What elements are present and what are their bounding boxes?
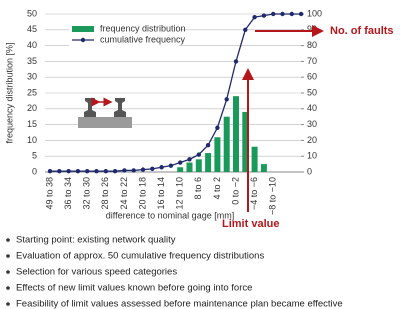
point <box>66 169 71 174</box>
point <box>215 125 220 130</box>
point <box>140 167 146 172</box>
point <box>178 160 183 165</box>
x-tick-label: 0 to −2 <box>230 177 240 205</box>
legend-swatch <box>80 37 86 43</box>
bar <box>195 159 202 172</box>
y2-tick-label: 30 <box>307 119 317 129</box>
point <box>205 142 211 148</box>
x-tick-label: 28 to 26 <box>100 177 110 210</box>
y-tick-label: 0 <box>32 166 37 176</box>
x-tick-label: 8 to 6 <box>193 177 203 200</box>
point <box>47 169 53 174</box>
y-tick-label: 15 <box>27 119 37 129</box>
annotation: Limit value <box>222 218 279 230</box>
bullet-text: Starting point: existing network quality <box>16 235 176 246</box>
point <box>243 27 248 32</box>
x-tick-label: 16 to 14 <box>156 177 166 210</box>
bar <box>186 162 193 172</box>
bullet-dot <box>6 286 10 290</box>
line <box>50 13 302 172</box>
point <box>159 165 164 170</box>
point <box>261 13 267 18</box>
bullet-dot <box>6 238 10 242</box>
point <box>224 97 229 102</box>
point <box>168 163 174 168</box>
y-tick-label: 45 <box>27 24 37 34</box>
bullet-text: Evaluation of approx. 50 cumulative freq… <box>16 251 264 262</box>
bar <box>242 111 249 172</box>
x-tick-label: 36 to 34 <box>63 177 73 210</box>
bar <box>214 137 221 172</box>
x-tick-label: 49 to 38 <box>44 177 54 210</box>
point <box>289 11 294 17</box>
y2-tick-label: 50 <box>307 87 317 97</box>
bullet-dot <box>6 302 10 306</box>
point <box>252 14 257 20</box>
y-tick-label: 5 <box>32 151 37 161</box>
point <box>187 157 192 162</box>
point <box>94 169 99 174</box>
bar <box>177 167 184 172</box>
y-tick-label: 50 <box>27 8 37 18</box>
point <box>298 11 304 17</box>
y-tick-label: 40 <box>27 40 37 50</box>
annotation: No. of faults <box>330 25 394 37</box>
legend-label: frequency distribution <box>100 23 186 33</box>
x-tick-label: −8 to −10 <box>268 177 278 215</box>
plot: 0 5 10 15 20 25 30 35 40 45 50 0 10 20 30 40 50 60 70 80 90 1… <box>27 8 322 215</box>
y2-tick-label: 100 <box>307 8 322 18</box>
bullet-text: Feasibility of limit values assessed bef… <box>16 299 343 309</box>
y2-tick-label: 90 <box>307 24 317 34</box>
bar <box>233 96 239 172</box>
x-tick-label: 24 to 22 <box>119 177 129 210</box>
point <box>103 169 109 174</box>
point <box>122 168 127 173</box>
x-axis-label: difference to nominal gage [mm] <box>106 210 234 220</box>
point <box>112 169 118 174</box>
rail-icon <box>78 97 132 128</box>
point <box>75 169 81 174</box>
y-tick-label: 10 <box>27 135 37 145</box>
point <box>150 166 155 172</box>
bar <box>251 146 258 172</box>
y-axis-label: frequency distribution [%] <box>4 42 14 143</box>
x-tick-label: 4 to 2 <box>212 177 222 200</box>
x-tick-label: 20 to 18 <box>137 177 147 210</box>
x-tick-label: −4 to −6 <box>249 177 259 210</box>
legend-label: cumulative frequency <box>100 34 186 44</box>
x-tick-label: 32 to 30 <box>82 177 92 210</box>
y2-tick-label: 60 <box>307 72 317 82</box>
point <box>131 168 136 173</box>
y2-tick-label: 80 <box>307 40 317 50</box>
bar <box>205 153 212 172</box>
y-tick-label: 35 <box>27 56 37 66</box>
bullet-list: Starting point: existing network quality… <box>6 235 343 309</box>
point <box>57 169 62 174</box>
point <box>271 11 276 17</box>
legend-swatch <box>72 26 94 32</box>
point <box>196 152 201 157</box>
bullet-text: Effects of new limit values known before… <box>16 283 252 294</box>
bar <box>260 164 267 172</box>
bar <box>223 116 230 172</box>
y-tick-label: 30 <box>27 72 37 82</box>
point <box>85 169 90 174</box>
y-tick-label: 20 <box>27 103 37 113</box>
y2-tick-label: 20 <box>307 135 317 145</box>
y-tick-label: 25 <box>27 87 37 97</box>
point <box>280 11 285 17</box>
bullet-text: Selection for various speed categories <box>16 267 177 278</box>
bullet-dot <box>6 270 10 274</box>
y2-tick-label: 70 <box>307 56 317 66</box>
point <box>233 59 239 64</box>
x-tick-label: 12 to 10 <box>175 177 185 210</box>
bullet-dot <box>6 254 10 258</box>
y2-tick-label: 0 <box>307 166 312 176</box>
y2-tick-label: 10 <box>307 151 317 161</box>
y2-tick-label: 40 <box>307 103 317 113</box>
